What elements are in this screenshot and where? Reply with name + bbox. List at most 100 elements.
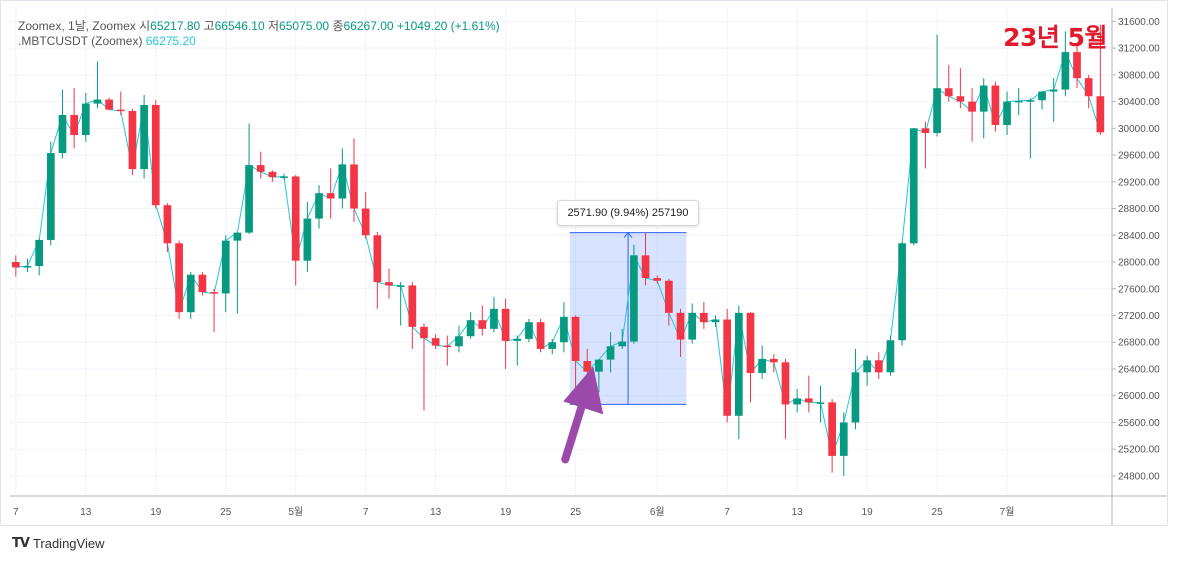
candle-body[interactable] (291, 176, 300, 261)
candle-body[interactable] (23, 266, 32, 268)
candle-body[interactable] (1038, 91, 1046, 101)
candle-body[interactable] (408, 285, 417, 327)
candle-body[interactable] (851, 372, 860, 423)
candle-body[interactable] (256, 165, 265, 172)
candle-body[interactable] (338, 164, 347, 199)
candle-body[interactable] (245, 165, 253, 233)
candle-body[interactable] (163, 205, 172, 244)
candle-body[interactable] (1096, 96, 1105, 133)
candle-body[interactable] (385, 282, 393, 286)
candle-body[interactable] (431, 338, 440, 346)
candle-body[interactable] (909, 128, 918, 244)
candle-body[interactable] (373, 235, 382, 283)
candle-body[interactable] (1026, 100, 1035, 102)
candle-body[interactable] (548, 342, 557, 349)
candle-body[interactable] (140, 104, 148, 170)
candle-body[interactable] (828, 402, 836, 456)
candle-body[interactable] (396, 285, 405, 287)
candle-body[interactable] (793, 398, 801, 405)
candle-body[interactable] (944, 88, 953, 97)
candle-body[interactable] (734, 312, 743, 416)
candle-body[interactable] (46, 153, 55, 240)
candle-body[interactable] (315, 193, 323, 219)
candle-body[interactable] (420, 326, 428, 339)
candle-body[interactable] (210, 292, 218, 294)
candle-body[interactable] (105, 99, 113, 110)
candle-body[interactable] (11, 262, 20, 268)
candle-body[interactable] (361, 208, 370, 236)
plot-area[interactable] (10, 8, 1112, 496)
candle-body[interactable] (968, 101, 976, 112)
candle-body[interactable] (35, 239, 44, 267)
candle-body[interactable] (583, 360, 592, 372)
candle-body[interactable] (455, 336, 463, 347)
candle-body[interactable] (676, 312, 685, 340)
candle-body[interactable] (723, 319, 732, 416)
candle-body[interactable] (350, 164, 358, 209)
candle-body[interactable] (618, 341, 627, 347)
candle-body[interactable] (151, 104, 160, 206)
candle-body[interactable] (653, 278, 662, 281)
candle-body[interactable] (466, 320, 475, 337)
candle-body[interactable] (326, 193, 335, 199)
candle-body[interactable] (769, 358, 778, 363)
candle-body[interactable] (1073, 52, 1081, 79)
candle-body[interactable] (886, 340, 895, 373)
candle-body[interactable] (711, 319, 720, 323)
candle-body[interactable] (186, 274, 195, 313)
candle-body[interactable] (641, 255, 650, 279)
candle-body[interactable] (478, 320, 487, 329)
candle-body[interactable] (128, 110, 137, 170)
candle-body[interactable] (525, 322, 533, 339)
candle-body[interactable] (863, 360, 871, 373)
candle-body[interactable] (606, 346, 615, 360)
candle-body[interactable] (933, 88, 941, 134)
candle-body[interactable] (746, 312, 755, 373)
candle-body[interactable] (1014, 100, 1023, 103)
candle-body[interactable] (921, 128, 930, 134)
candle-body[interactable] (1003, 101, 1011, 125)
candle-body[interactable] (175, 243, 183, 313)
candle-body[interactable] (991, 85, 1000, 125)
y-tick-label: 28400.00 (1118, 231, 1160, 242)
candle-body[interactable] (93, 99, 102, 104)
candle-body[interactable] (781, 362, 790, 405)
candle-body[interactable] (979, 85, 988, 112)
candle-body[interactable] (1049, 89, 1058, 92)
candle-body[interactable] (688, 312, 697, 340)
candle-body[interactable] (571, 316, 580, 361)
candle-body[interactable] (560, 316, 568, 343)
candle-body[interactable] (443, 345, 452, 348)
candle-body[interactable] (816, 402, 825, 404)
candle-body[interactable] (1061, 52, 1070, 90)
candle-body[interactable] (956, 96, 965, 102)
candle-body[interactable] (595, 359, 603, 372)
candle-body[interactable] (898, 243, 906, 341)
candle-body[interactable] (536, 322, 545, 349)
candle-body[interactable] (198, 274, 207, 293)
candle-body[interactable] (630, 255, 638, 342)
candle-body[interactable] (233, 232, 242, 241)
ohlc-header: Zoomex, 1날, Zoomex 시65217.80 고66546.10 저… (18, 17, 500, 34)
candle-body[interactable] (116, 109, 125, 112)
candle-body[interactable] (81, 103, 90, 136)
candle-body[interactable] (1084, 78, 1093, 97)
candle-body[interactable] (501, 308, 510, 341)
candle-body[interactable] (303, 218, 312, 261)
tradingview-logo[interactable]: 𝗧𝗩 TradingView (12, 535, 104, 551)
candle-body[interactable] (513, 338, 522, 341)
candle-body[interactable] (280, 176, 288, 178)
candle-body[interactable] (665, 280, 673, 313)
candle-body[interactable] (804, 398, 813, 403)
candle-body[interactable] (221, 240, 230, 294)
candle-body[interactable] (268, 171, 277, 178)
candle-body[interactable] (490, 308, 498, 329)
candle-body[interactable] (700, 312, 708, 323)
candle-body[interactable] (70, 114, 78, 136)
candle-body[interactable] (839, 422, 848, 456)
candle-body[interactable] (874, 360, 883, 373)
candle-body[interactable] (58, 114, 67, 154)
candle-body[interactable] (758, 358, 767, 373)
